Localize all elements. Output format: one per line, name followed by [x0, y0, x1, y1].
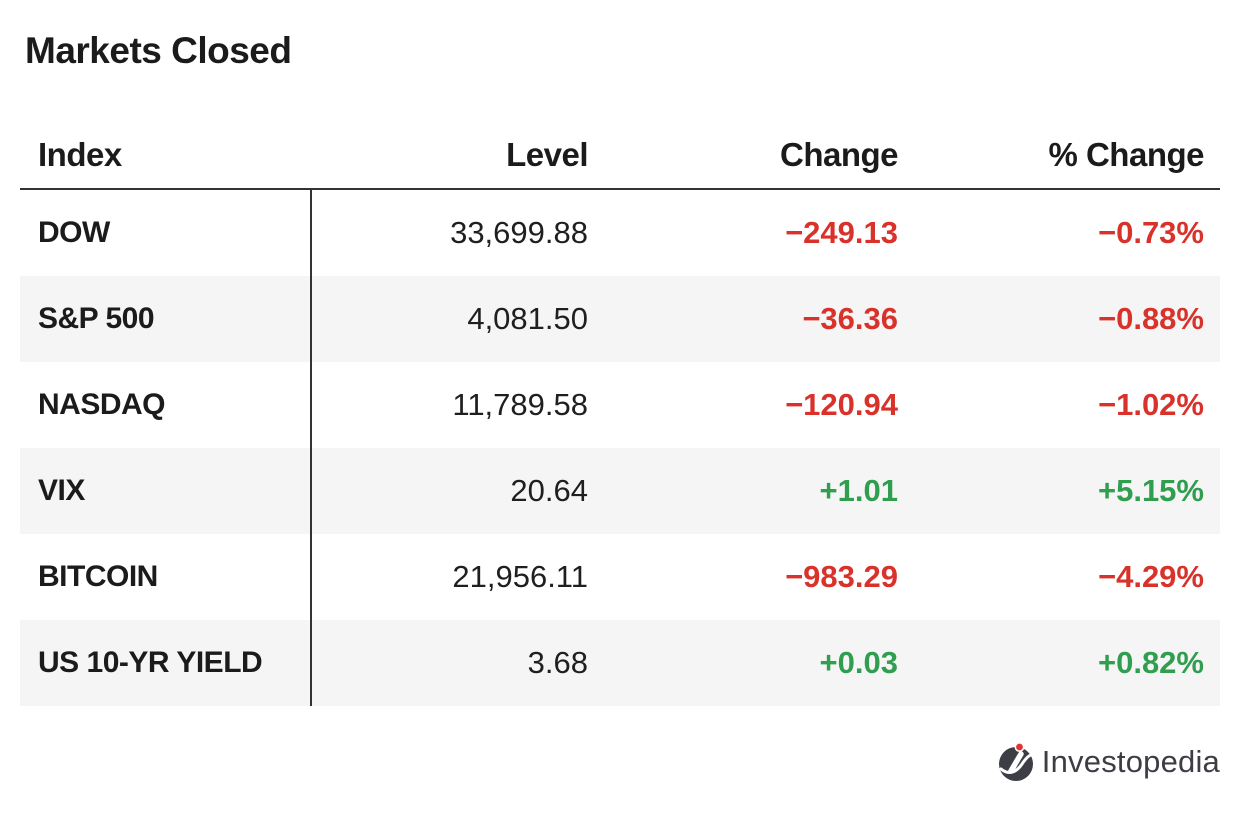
index-pct-change: −0.88%: [1097, 301, 1204, 336]
index-name: NASDAQ: [38, 388, 166, 421]
index-level: 21,956.11: [310, 534, 600, 620]
markets-table: Index Level Change % Change DOW 33,699.8…: [20, 112, 1220, 706]
table-body: DOW 33,699.88 −249.13 −0.73% S&P 500 4,0…: [20, 190, 1220, 706]
index-level: 20.64: [310, 448, 600, 534]
index-change: −983.29: [785, 559, 898, 594]
footer: Investopedia: [20, 742, 1220, 782]
column-header-index: Index: [38, 136, 122, 173]
index-name: VIX: [38, 474, 85, 507]
table-row: US 10-YR YIELD 3.68 +0.03 +0.82%: [20, 620, 1220, 706]
index-level: 3.68: [310, 620, 600, 706]
index-name: BITCOIN: [38, 560, 158, 593]
index-change: −249.13: [785, 215, 898, 250]
column-header-pct-change: % Change: [1048, 136, 1204, 173]
investopedia-logo-icon: [998, 742, 1035, 781]
index-name: DOW: [38, 216, 110, 249]
index-level: 11,789.58: [310, 362, 600, 448]
index-level: 4,081.50: [310, 276, 600, 362]
index-change: −36.36: [802, 301, 898, 336]
column-header-change: Change: [779, 136, 899, 173]
index-pct-change: −4.29%: [1097, 559, 1204, 594]
index-name: S&P 500: [38, 302, 155, 335]
table-row: NASDAQ 11,789.58 −120.94 −1.02%: [20, 362, 1220, 448]
investopedia-logo: Investopedia: [997, 742, 1220, 782]
index-name: US 10-YR YIELD: [38, 646, 263, 679]
index-change: +1.01: [819, 473, 898, 508]
index-change: +0.03: [819, 645, 898, 680]
table-row: S&P 500 4,081.50 −36.36 −0.88%: [20, 276, 1220, 362]
table-row: DOW 33,699.88 −249.13 −0.73%: [20, 190, 1220, 276]
investopedia-logo-text: Investopedia: [1041, 744, 1220, 779]
logo-dot: [1014, 742, 1025, 752]
markets-summary-card: Markets Closed Index Level Change % Chan…: [20, 30, 1220, 782]
index-pct-change: +0.82%: [1097, 645, 1204, 680]
index-pct-change: −1.02%: [1097, 387, 1204, 422]
index-level: 33,699.88: [310, 190, 600, 276]
page-title: Markets Closed: [25, 30, 292, 71]
table-row: BITCOIN 21,956.11 −983.29 −4.29%: [20, 534, 1220, 620]
index-pct-change: −0.73%: [1097, 215, 1204, 250]
table-row: VIX 20.64 +1.01 +5.15%: [20, 448, 1220, 534]
column-header-level: Level: [506, 136, 588, 173]
index-change: −120.94: [785, 387, 898, 422]
table-header-row: Index Level Change % Change: [20, 112, 1220, 190]
index-pct-change: +5.15%: [1097, 473, 1204, 508]
